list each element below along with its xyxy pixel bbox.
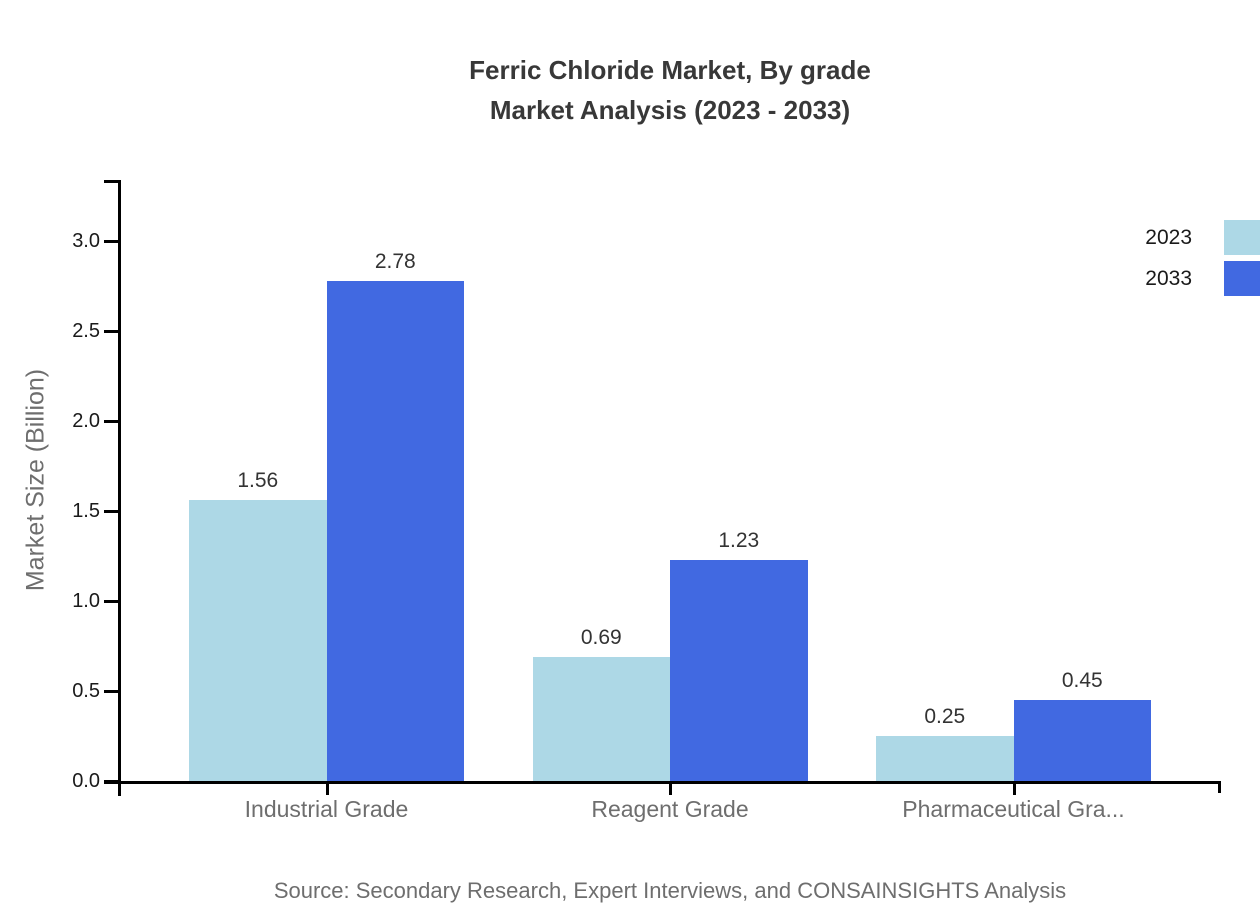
bar-2033-1 <box>326 281 464 781</box>
y-axis-top-cap-tick <box>104 180 118 183</box>
bar-value-label: 2.78 <box>374 250 416 273</box>
chart-title-line-2: Market Analysis (2023 - 2033) <box>489 95 851 125</box>
x-category-label: Reagent Grade <box>591 796 749 822</box>
x-category-label: Pharmaceutical Gra... <box>902 796 1125 822</box>
y-tick-label: 1.5 <box>72 500 100 522</box>
bar-2023-1 <box>189 500 327 781</box>
y-axis-line <box>118 180 121 796</box>
legend-swatch-2023 <box>1224 220 1260 255</box>
y-tick <box>104 240 118 243</box>
bar-2023-2 <box>532 657 670 781</box>
y-tick-label: 1.0 <box>72 590 100 612</box>
y-tick <box>104 330 118 333</box>
y-tick-label: 0.0 <box>72 770 100 792</box>
bar-value-label: 1.23 <box>718 529 760 552</box>
legend-swatch-2033 <box>1224 261 1260 296</box>
bar-value-label: 0.69 <box>580 626 622 649</box>
y-tick-label: 2.5 <box>72 320 100 342</box>
chart-title-line-1: Ferric Chloride Market, By grade <box>469 55 871 85</box>
y-tick <box>104 690 118 693</box>
y-tick <box>104 600 118 603</box>
bar-2033-2 <box>670 560 808 781</box>
y-tick-label: 0.5 <box>72 680 100 702</box>
x-axis-end-tick <box>1218 781 1221 793</box>
bar-value-label: 0.45 <box>1061 669 1103 692</box>
y-tick <box>104 420 118 423</box>
bar-2023-3 <box>876 736 1014 781</box>
x-category-tick <box>325 781 329 795</box>
y-tick <box>104 510 118 513</box>
bar-value-label: 0.25 <box>924 705 966 728</box>
y-axis-title: Market Size (Billion) <box>21 368 50 592</box>
x-category-tick <box>1012 781 1016 795</box>
bar-2033-3 <box>1013 700 1151 781</box>
y-tick <box>104 780 118 783</box>
y-tick-label: 3.0 <box>72 230 100 252</box>
x-axis-line <box>104 781 1221 784</box>
x-category-label: Industrial Grade <box>244 796 409 822</box>
chart-title: Ferric Chloride Market, By grade Market … <box>80 50 1260 130</box>
bar-value-label: 1.56 <box>237 469 279 492</box>
y-tick-label: 2.0 <box>72 410 100 432</box>
source-note: Source: Secondary Research, Expert Inter… <box>273 878 1067 903</box>
legend-label-2023: 2023 <box>1145 226 1192 249</box>
legend-label-2033: 2033 <box>1145 267 1192 290</box>
x-category-tick <box>669 781 672 795</box>
